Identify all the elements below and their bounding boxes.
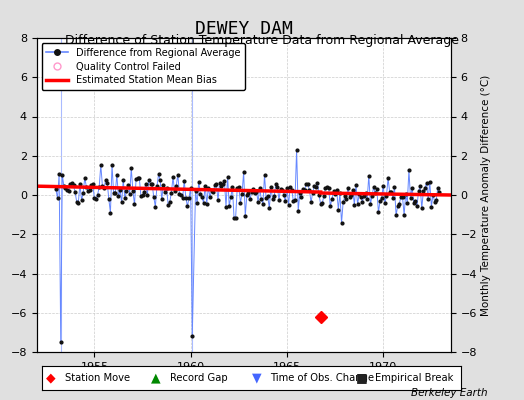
Text: ■: ■: [356, 372, 368, 384]
Text: ◆: ◆: [46, 372, 56, 384]
Text: Empirical Break: Empirical Break: [375, 373, 454, 383]
Text: Difference of Station Temperature Data from Regional Average: Difference of Station Temperature Data f…: [65, 34, 459, 47]
Title: DEWEY DAM: DEWEY DAM: [195, 20, 292, 38]
Text: Berkeley Earth: Berkeley Earth: [411, 388, 487, 398]
Text: ▲: ▲: [151, 372, 160, 384]
Legend: Difference from Regional Average, Quality Control Failed, Estimated Station Mean: Difference from Regional Average, Qualit…: [41, 43, 245, 90]
Text: Time of Obs. Change: Time of Obs. Change: [270, 373, 375, 383]
Text: Record Gap: Record Gap: [170, 373, 227, 383]
Text: ▼: ▼: [252, 372, 261, 384]
Y-axis label: Monthly Temperature Anomaly Difference (°C): Monthly Temperature Anomaly Difference (…: [481, 74, 491, 316]
Text: Station Move: Station Move: [65, 373, 130, 383]
